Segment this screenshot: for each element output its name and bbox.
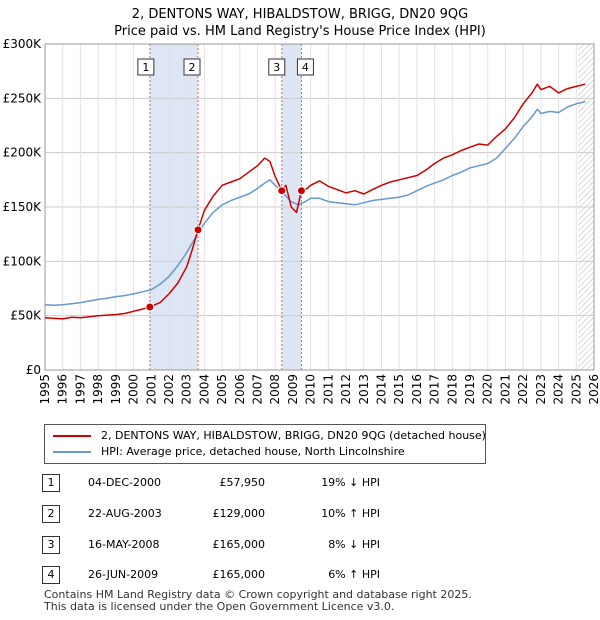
sale-row: 1 04-DEC-2000 £57,950 19% ↓ HPI [0, 474, 600, 494]
x-tick-label: 2015 [392, 374, 406, 405]
x-tick-label: 2004 [197, 374, 211, 405]
x-tick-label: 2005 [215, 374, 229, 405]
series-line-hpi [44, 100, 586, 307]
sale-hpi-delta: 8% ↓ HPI [328, 538, 380, 551]
x-tick-label: 2009 [286, 374, 300, 405]
legend-label-hpi: HPI: Average price, detached house, Nort… [101, 445, 405, 458]
sale-price: £57,950 [219, 476, 266, 489]
sale-label-text: 1 [142, 61, 149, 74]
x-tick-label: 2023 [534, 374, 548, 405]
x-tick-label: 1995 [38, 374, 52, 405]
legend-label-property: 2, DENTONS WAY, HIBALDSTOW, BRIGG, DN20 … [101, 429, 486, 442]
x-tick-label: 2021 [498, 374, 512, 405]
title-address: 2, DENTONS WAY, HIBALDSTOW, BRIGG, DN20 … [131, 7, 469, 22]
sale-number: 1 [42, 474, 60, 492]
x-tick-label: 1999 [109, 374, 123, 405]
sale-label-text: 3 [273, 61, 280, 74]
sale-price: £129,000 [212, 507, 266, 520]
x-tick-label: 1998 [91, 374, 105, 405]
x-tick-label: 2006 [233, 374, 247, 405]
x-tick-label: 2010 [304, 374, 318, 405]
y-tick-label: £0 [26, 363, 41, 377]
y-tick-label: £100K [3, 254, 43, 268]
x-tick-label: 2002 [162, 374, 176, 405]
legend-swatch-hpi [53, 451, 91, 453]
sale-label-text: 4 [302, 61, 309, 74]
sale-label-frame [296, 58, 314, 76]
sale-label-box: 4 [296, 58, 314, 76]
sale-label-frame [137, 58, 155, 76]
sale-date: 26-JUN-2009 [88, 568, 159, 581]
chart-title: 2, DENTONS WAY, HIBALDSTOW, BRIGG, DN20 … [0, 6, 600, 40]
sale-row: 2 22-AUG-2003 £129,000 10% ↑ HPI [0, 505, 600, 525]
sale-date: 16-MAY-2008 [88, 538, 160, 551]
sale-price: £165,000 [212, 568, 266, 581]
sale-price: £165,000 [212, 538, 266, 551]
title-subtitle: Price paid vs. HM Land Registry's House … [114, 24, 486, 39]
x-tick-label: 1997 [73, 374, 87, 405]
sale-label-box: 2 [183, 58, 201, 76]
x-tick-label: 2022 [516, 374, 530, 405]
y-tick-label: £50K [10, 309, 42, 323]
sale-number: 2 [42, 505, 60, 523]
x-tick-label: 2026 [587, 374, 600, 405]
x-tick-label: 2001 [144, 374, 158, 405]
x-tick-label: 2003 [180, 374, 194, 405]
y-tick-label: £300K [3, 37, 43, 51]
y-tick-label: £250K [3, 91, 43, 105]
sale-date: 22-AUG-2003 [88, 507, 162, 520]
x-tick-label: 2025 [569, 374, 583, 405]
x-tick-label: 2016 [410, 374, 424, 405]
sale-date: 04-DEC-2000 [88, 476, 162, 489]
y-tick-label: £150K [3, 200, 43, 214]
x-tick-label: 2019 [463, 374, 477, 405]
x-tick-label: 2018 [445, 374, 459, 405]
sale-point [277, 186, 287, 196]
price-chart: 1 2 3 4 £0 £50K £100K £150K £200K £250K £300K 1995 1… [3, 37, 600, 405]
x-tick-label: 2000 [127, 374, 141, 405]
sale-label-box: 1 [137, 58, 155, 76]
footer-copyright: Contains HM Land Registry data © Crown c… [44, 588, 472, 601]
sale-point [145, 302, 155, 312]
sale-hpi-delta: 6% ↑ HPI [328, 568, 380, 581]
sale-label-frame [183, 58, 201, 76]
sale-point [296, 186, 306, 196]
sale-point [193, 225, 203, 235]
sale-number: 3 [42, 536, 60, 554]
x-tick-label: 2011 [321, 374, 335, 405]
legend-swatch-property [53, 435, 91, 437]
x-tick-label: 2017 [428, 374, 442, 405]
footer-licence: This data is licensed under the Open Gov… [44, 600, 395, 613]
sale-hpi-delta: 19% ↓ HPI [321, 476, 380, 489]
x-tick-label: 2014 [374, 374, 388, 405]
x-tick-label: 2007 [251, 374, 265, 405]
sale-hpi-delta: 10% ↑ HPI [321, 507, 380, 520]
sale-row: 3 16-MAY-2008 £165,000 8% ↓ HPI [0, 536, 600, 556]
x-tick-label: 2024 [552, 374, 566, 405]
sale-label-box: 3 [268, 58, 286, 76]
y-tick-label: £200K [3, 146, 43, 160]
sale-row: 4 26-JUN-2009 £165,000 6% ↑ HPI [0, 566, 600, 586]
x-tick-label: 2008 [268, 374, 282, 405]
sale-number: 4 [42, 566, 60, 584]
plot-frame [44, 43, 595, 371]
x-tick-label: 1996 [56, 374, 70, 405]
sale-label-frame [268, 58, 286, 76]
footer: Contains HM Land Registry data © Crown c… [44, 589, 472, 613]
x-tick-label: 2020 [481, 374, 495, 405]
legend: 2, DENTONS WAY, HIBALDSTOW, BRIGG, DN20 … [44, 424, 486, 464]
sale-label-text: 2 [189, 61, 196, 74]
x-tick-label: 2012 [339, 374, 353, 405]
x-tick-label: 2013 [357, 374, 371, 405]
